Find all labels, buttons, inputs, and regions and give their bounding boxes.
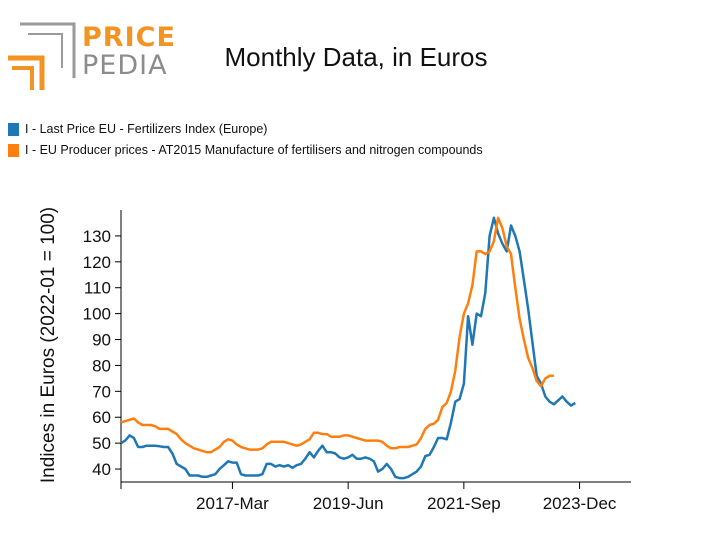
y-tick-label: 40 [92,460,111,479]
x-axis: 2017-Mar 2019-Jun 2021-Sep 2023-Dec [120,481,631,513]
legend-swatch-blue [8,122,19,136]
y-tick-label: 50 [92,434,111,453]
legend-swatch-orange [8,143,19,157]
x-tick-label: 2017-Mar [196,494,269,513]
legend-item-fertilizers-index[interactable]: I - Last Price EU - Fertilizers Index (E… [8,120,483,138]
y-tick-label: 100 [83,305,111,324]
series-line-fertilizers-index [120,216,576,480]
y-tick-label: 70 [92,382,111,401]
logo-text-pedia: PEDIA [82,50,168,81]
series-line-producer-prices [120,216,554,454]
y-tick-label: 120 [83,253,111,272]
logo-mark-icon [8,22,76,90]
x-tick-label: 2023-Dec [543,494,617,513]
y-tick-label: 80 [92,356,111,375]
logo-text-price: PRICE [82,22,176,53]
chart-title: Monthly Data, in Euros [224,42,488,72]
y-tick-label: 90 [92,331,111,350]
legend-item-producer-prices[interactable]: I - EU Producer prices - AT2015 Manufact… [8,141,483,159]
y-axis-label: Indices in Euros (2022-01 = 100) [38,207,59,483]
chart-legend: I - Last Price EU - Fertilizers Index (E… [8,120,483,162]
series-lines [120,216,576,480]
legend-label: I - EU Producer prices - AT2015 Manufact… [25,143,483,157]
y-tick-label: 130 [83,227,111,246]
x-tick-label: 2019-Jun [313,494,384,513]
y-tick-label: 110 [84,279,111,298]
y-tick-label: 60 [92,408,111,427]
legend-label: I - Last Price EU - Fertilizers Index (E… [25,122,268,136]
x-tick-label: 2021-Sep [427,494,501,513]
pricepedia-logo: PRICE PEDIA [6,22,175,92]
y-axis: 40 50 60 70 80 90 100 110 120 130 [83,210,122,482]
